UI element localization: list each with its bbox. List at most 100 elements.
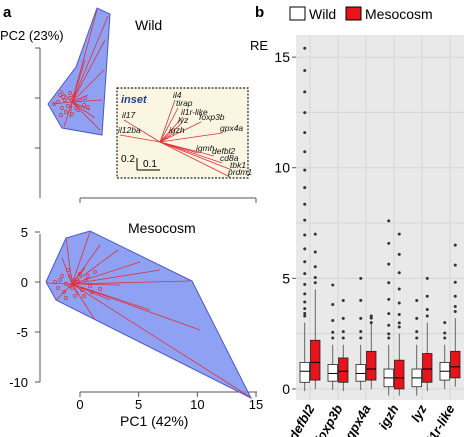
outlier-point	[303, 68, 307, 72]
meso-point	[84, 278, 88, 282]
meso-x-tick-label: 15	[249, 397, 263, 412]
meso-y-tick-label: -5	[16, 325, 28, 340]
outlier-point	[425, 307, 429, 311]
wild-point	[74, 106, 78, 110]
outlier-point	[303, 90, 307, 94]
outlier-point	[359, 336, 363, 340]
wild-vector	[63, 101, 73, 128]
meso-vector	[71, 280, 191, 285]
box-mesocosm	[338, 357, 349, 383]
outlier-point	[397, 325, 401, 329]
meso-vector	[71, 231, 91, 285]
outlier-point	[303, 300, 307, 304]
inset-vector	[159, 107, 179, 143]
legend-swatch-wild	[289, 6, 306, 21]
inset-gene-label: il17	[122, 110, 136, 120]
box-mesocosm	[310, 339, 321, 381]
outlier-point	[303, 131, 307, 135]
outlier-point	[303, 111, 307, 115]
outlier-point	[359, 298, 363, 302]
wild-label: Wild	[135, 17, 162, 33]
inset-gene-label: il12ba	[118, 125, 141, 135]
inset-vector	[159, 141, 231, 178]
outlier-point	[303, 314, 307, 318]
mesocosm-label: Mesocosm	[128, 220, 196, 236]
plot-grid	[296, 35, 464, 400]
outlier-point	[397, 312, 401, 316]
meso-point	[93, 270, 97, 274]
box-mesocosm	[422, 353, 433, 383]
outlier-point	[303, 233, 307, 237]
wild-point	[68, 91, 72, 95]
outlier-point	[341, 298, 345, 302]
outlier-point	[397, 252, 401, 256]
gene-label: il1r-like	[422, 402, 458, 437]
inset-vector	[159, 134, 172, 143]
outlier-point	[415, 330, 419, 334]
inset-gene-label: cd8a	[220, 153, 239, 163]
outlier-point	[303, 307, 307, 311]
outlier-point	[303, 168, 307, 172]
outlier-point	[387, 336, 391, 340]
legend-label-wild: Wild	[309, 6, 336, 22]
wild-point	[63, 98, 67, 102]
box-mesocosm	[394, 359, 405, 390]
outlier-point	[443, 321, 447, 325]
outlier-point	[303, 202, 307, 206]
outlier-point	[303, 46, 307, 50]
meso-point	[68, 284, 72, 288]
wild-point	[70, 112, 74, 116]
wild-vector	[71, 99, 103, 103]
outlier-point	[397, 271, 401, 275]
meso-points	[53, 268, 102, 300]
outlier-point	[387, 297, 391, 301]
inset-vector	[159, 141, 233, 171]
outlier-point	[453, 280, 457, 284]
wild-point	[76, 108, 80, 112]
boxes	[299, 46, 461, 396]
wild-point	[82, 103, 86, 107]
wild-vector	[71, 69, 105, 103]
meso-vector	[71, 283, 96, 321]
meso-point	[60, 274, 64, 278]
outlier-point	[387, 219, 391, 223]
legend-swatch-mesocosm	[345, 6, 362, 21]
meso-point	[70, 286, 74, 290]
wild-vectors	[51, 9, 109, 131]
plot-background	[296, 35, 464, 400]
wild-point	[59, 113, 63, 117]
outlier-point	[303, 218, 307, 222]
outlier-point	[387, 332, 391, 336]
outlier-point	[359, 330, 363, 334]
re-y-tick-label: 15	[274, 49, 290, 65]
outlier-point	[341, 316, 345, 320]
pc2-axis-label: PC2 (23%)	[0, 28, 64, 43]
box-mesocosm	[450, 350, 461, 379]
outlier-point	[303, 186, 307, 190]
wild-vector	[59, 89, 73, 103]
meso-vector	[71, 283, 151, 311]
outlier-point	[331, 319, 335, 323]
wild-point	[78, 98, 82, 102]
meso-y-tick-label: -10	[9, 375, 28, 390]
outlier-point	[387, 241, 391, 245]
inset-vector	[123, 119, 161, 143]
meso-point	[78, 272, 82, 276]
meso-point	[66, 268, 70, 272]
meso-point	[88, 284, 92, 288]
meso-point	[72, 278, 76, 282]
meso-x-ticks: 0 5 10 15	[76, 392, 263, 412]
gene-label: defbl2	[285, 401, 318, 437]
inset-scale-y: 0.2	[121, 154, 135, 165]
gene-label: lyz	[408, 402, 430, 425]
pc1-axis-label: PC1 (42%)	[120, 413, 188, 429]
inset-vector	[159, 124, 181, 143]
wild-vector	[69, 101, 73, 119]
outlier-point	[415, 316, 419, 320]
outlier-point	[359, 316, 363, 320]
inset-gene-label: igmh	[196, 143, 215, 153]
outlier-point	[443, 336, 447, 340]
meso-point	[68, 274, 72, 278]
meso-vector	[71, 283, 121, 286]
